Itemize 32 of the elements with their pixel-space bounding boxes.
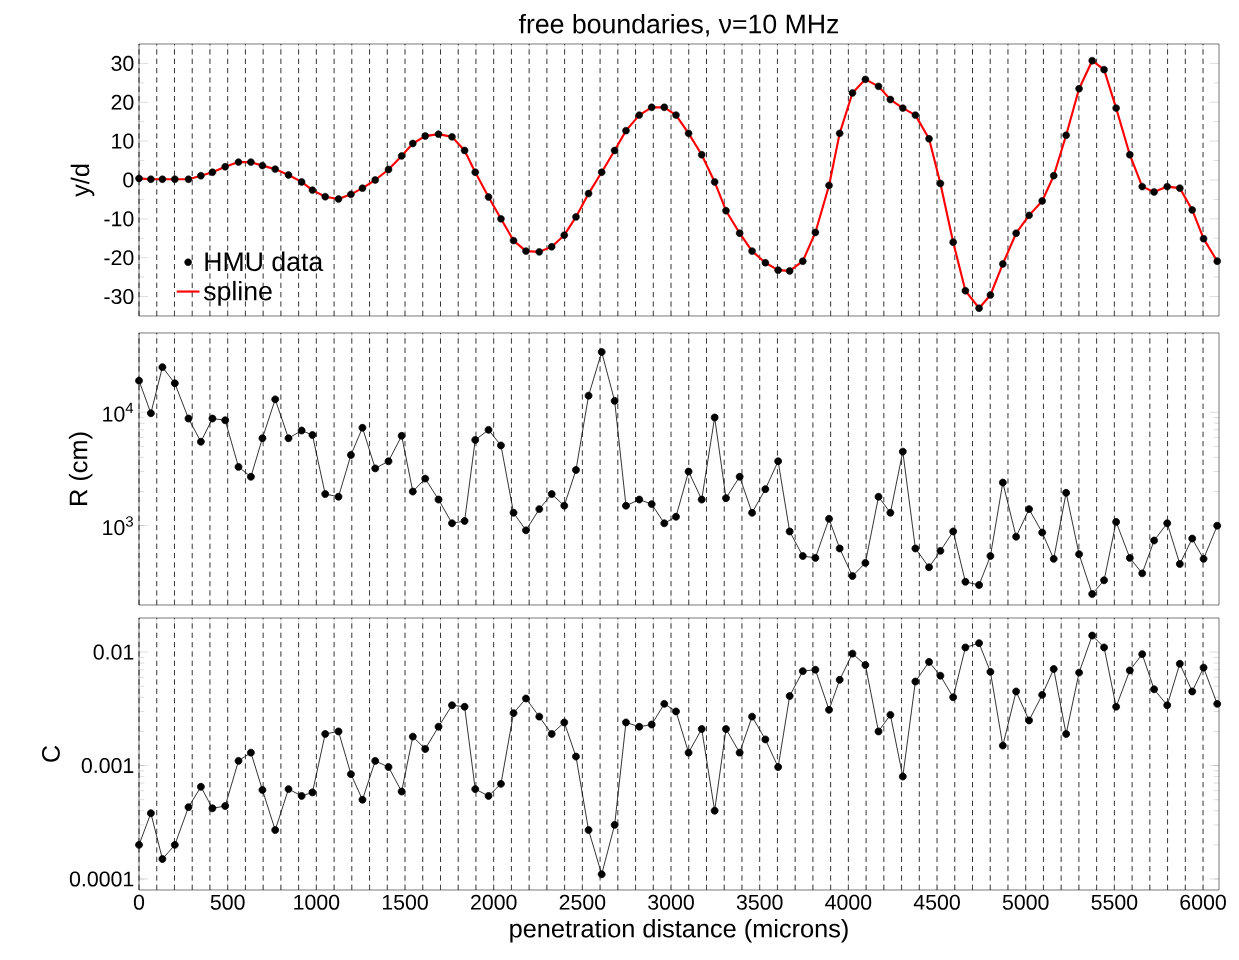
y-axis-title: C <box>41 745 60 762</box>
x-tick-label: 4500 <box>913 894 960 910</box>
y-tick-label: 0.0001 <box>69 871 134 887</box>
y-tick-label: -20 <box>104 250 134 266</box>
y-tick-label: -30 <box>104 289 134 305</box>
y-tick-label: 10$^{4}$ <box>103 402 134 422</box>
y-axis-title: R (cm) <box>68 432 93 505</box>
x-tick-label: 3500 <box>736 894 783 910</box>
x-axis-title: penetration distance (microns) <box>510 918 848 943</box>
y-tick-label: 0.01 <box>93 644 134 660</box>
x-tick-label: 1500 <box>382 894 428 910</box>
x-tick-label: 3000 <box>648 894 694 910</box>
x-tick-label: 2000 <box>471 894 517 910</box>
y-tick-label: 30 <box>111 55 134 71</box>
x-tick-label: 5000 <box>1002 894 1049 910</box>
x-tick-label: 1000 <box>294 894 340 910</box>
y-tick-label: 0 <box>123 172 134 188</box>
chart-title: free boundaries, ν=10 MHz <box>518 13 839 37</box>
y-tick-label: 10$^{3}$ <box>103 516 133 536</box>
y-tick-label: -10 <box>104 211 134 227</box>
y-tick-label: 20 <box>111 94 134 110</box>
y-tick-label: 10 <box>112 133 134 149</box>
x-tick-label: 0 <box>133 894 145 910</box>
x-tick-label: 6000 <box>1180 894 1226 910</box>
x-tick-label: 500 <box>210 894 245 910</box>
legend-label: HMU data <box>205 251 324 272</box>
legend-label: spline <box>203 280 272 306</box>
x-tick-label: 4000 <box>825 894 872 910</box>
x-tick-label: 5500 <box>1091 894 1138 910</box>
x-tick-label: 2500 <box>559 894 606 910</box>
y-axis-title: y/d <box>70 164 95 197</box>
y-tick-label: 0.001 <box>81 758 134 774</box>
